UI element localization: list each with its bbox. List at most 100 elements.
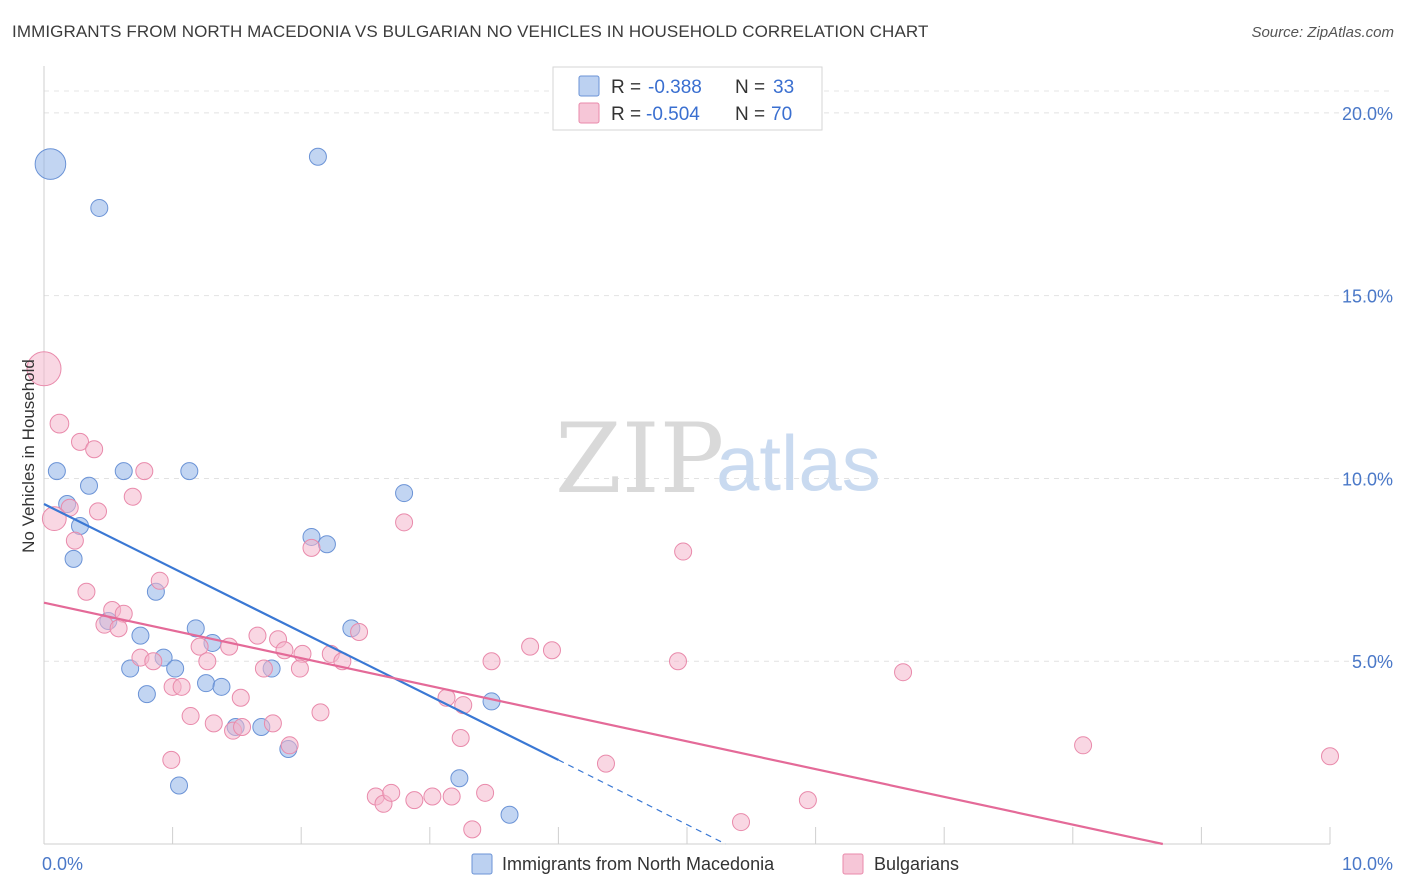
bulgarians-point-7 bbox=[123, 487, 142, 506]
legend-n-label-bulgarians: N = bbox=[735, 104, 765, 125]
bulgarians-point-31 bbox=[482, 652, 501, 671]
bulgarians-point-18 bbox=[109, 619, 128, 638]
macedonia-point-1 bbox=[308, 147, 327, 166]
legend-r-label-bulgarians: R = bbox=[611, 104, 641, 125]
bulgarians-point-46 bbox=[233, 718, 252, 737]
trend-line-macedonia-extension bbox=[558, 759, 726, 845]
bulgarians-point-39 bbox=[290, 659, 309, 678]
y-tick-label-3: 20.0% bbox=[1342, 104, 1393, 124]
legend-r-value-macedonia: -0.388 bbox=[648, 77, 702, 98]
macedonia-point-5 bbox=[114, 462, 133, 481]
macedonia-point-30 bbox=[170, 776, 189, 795]
watermark-zip: ZIP bbox=[555, 403, 724, 515]
legend: R = -0.388 N = 33 R = -0.504 N = 70 bbox=[552, 66, 823, 131]
macedonia-point-31 bbox=[450, 769, 469, 788]
trend-line-bulgarians bbox=[43, 601, 1164, 846]
bulgarians-point-11 bbox=[395, 513, 414, 532]
macedonia-point-20 bbox=[121, 659, 140, 678]
bulgarians-point-52 bbox=[596, 754, 615, 773]
watermark: ZIP atlas bbox=[555, 403, 881, 515]
x-tick-label-1: 10.0% bbox=[1342, 854, 1393, 874]
bulgarians-point-64 bbox=[798, 791, 817, 810]
bulgarians-point-48 bbox=[311, 703, 330, 722]
bulgarians-point-13 bbox=[77, 582, 96, 601]
macedonia-point-9 bbox=[64, 549, 83, 568]
bulgarians-point-2 bbox=[71, 432, 90, 451]
bottom-legend: Immigrants from North Macedonia Bulgaria… bbox=[471, 853, 959, 875]
bulgarians-point-24 bbox=[248, 626, 267, 645]
macedonia-point-11 bbox=[317, 535, 336, 554]
bulgarians-point-34 bbox=[668, 652, 687, 671]
data-points bbox=[26, 147, 1339, 839]
bulgarians-point-51 bbox=[162, 750, 181, 769]
macedonia-point-32 bbox=[500, 805, 519, 824]
bottom-legend-swatch-macedonia bbox=[471, 853, 493, 875]
y-tick-label-2: 15.0% bbox=[1342, 287, 1393, 307]
bulgarians-point-21 bbox=[190, 637, 209, 656]
bulgarians-point-58 bbox=[405, 791, 424, 810]
x-tick-label-0: 0.0% bbox=[42, 854, 83, 874]
bulgarians-point-3 bbox=[85, 440, 104, 459]
grid-lines bbox=[44, 90, 1394, 662]
bulgarians-point-35 bbox=[894, 663, 913, 682]
x-tick-labels: 0.0% 10.0% bbox=[42, 854, 1393, 874]
source-label: Source: ZipAtlas.com bbox=[1251, 24, 1394, 41]
macedonia-point-21 bbox=[166, 659, 185, 678]
macedonia-point-3 bbox=[47, 462, 66, 481]
bulgarians-point-60 bbox=[442, 787, 461, 806]
macedonia-point-4 bbox=[80, 476, 99, 495]
bulgarians-point-57 bbox=[382, 783, 401, 802]
legend-n-value-bulgarians: 70 bbox=[771, 104, 792, 125]
legend-n-label-macedonia: N = bbox=[735, 77, 765, 98]
bulgarians-point-22 bbox=[198, 652, 217, 671]
macedonia-point-25 bbox=[137, 685, 156, 704]
chart-title: IMMIGRANTS FROM NORTH MACEDONIA VS BULGA… bbox=[12, 22, 929, 41]
bottom-legend-swatch-bulgarians bbox=[842, 853, 864, 875]
bulgarians-point-50 bbox=[451, 728, 470, 747]
macedonia-point-0 bbox=[34, 148, 67, 180]
bulgarians-point-10 bbox=[302, 538, 321, 557]
macedonia-point-22 bbox=[197, 674, 216, 693]
bulgarians-point-54 bbox=[1321, 747, 1339, 766]
macedonia-point-23 bbox=[212, 677, 231, 696]
bottom-legend-label-bulgarians: Bulgarians bbox=[874, 854, 959, 874]
bulgarians-point-20 bbox=[144, 652, 163, 671]
y-tick-label-0: 5.0% bbox=[1352, 652, 1393, 672]
macedonia-point-2 bbox=[90, 198, 109, 217]
bulgarians-point-14 bbox=[150, 571, 169, 590]
macedonia-point-15 bbox=[131, 626, 150, 645]
axes bbox=[43, 66, 1331, 845]
bulgarians-point-37 bbox=[172, 677, 191, 696]
bulgarians-point-62 bbox=[463, 820, 482, 839]
bulgarians-point-0 bbox=[26, 351, 62, 387]
bulgarians-point-33 bbox=[542, 641, 561, 660]
macedonia-point-12 bbox=[395, 484, 414, 503]
y-tick-label-1: 10.0% bbox=[1342, 469, 1393, 489]
legend-n-value-macedonia: 33 bbox=[773, 77, 794, 98]
bulgarians-point-30 bbox=[350, 622, 369, 641]
bulgarians-point-4 bbox=[135, 462, 154, 481]
bulgarians-point-61 bbox=[476, 783, 495, 802]
bulgarians-point-59 bbox=[423, 787, 442, 806]
trend-lines bbox=[43, 503, 1164, 846]
bulgarians-point-44 bbox=[204, 714, 223, 733]
bulgarians-point-38 bbox=[254, 659, 273, 678]
macedonia-point-6 bbox=[180, 462, 199, 481]
bulgarians-point-42 bbox=[454, 696, 473, 715]
bulgarians-point-32 bbox=[521, 637, 540, 656]
bulgarians-point-12 bbox=[674, 542, 693, 561]
bulgarians-point-53 bbox=[1074, 736, 1093, 755]
bulgarians-point-49 bbox=[280, 736, 299, 755]
bulgarians-point-43 bbox=[181, 707, 200, 726]
bulgarians-point-6 bbox=[89, 502, 108, 521]
bottom-legend-label-macedonia: Immigrants from North Macedonia bbox=[502, 854, 775, 874]
bulgarians-point-1 bbox=[49, 413, 70, 434]
trend-line-macedonia bbox=[43, 503, 559, 761]
watermark-atlas: atlas bbox=[716, 419, 881, 507]
y-axis-label: No Vehicles in Household bbox=[19, 359, 38, 553]
y-tick-labels: 5.0% 10.0% 15.0% 20.0% bbox=[1342, 104, 1393, 672]
legend-r-value-bulgarians: -0.504 bbox=[646, 104, 700, 125]
bulgarians-point-63 bbox=[732, 813, 751, 832]
legend-r-label-macedonia: R = bbox=[611, 77, 641, 98]
legend-swatch-macedonia bbox=[578, 75, 600, 97]
